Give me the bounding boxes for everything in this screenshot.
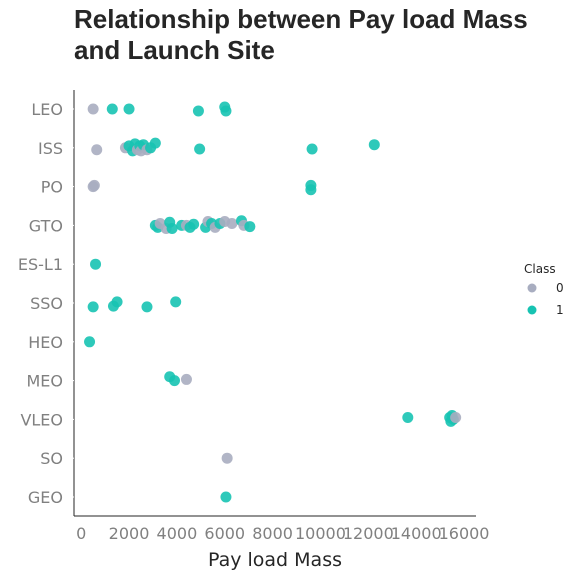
data-point-iss-18: [194, 143, 206, 155]
y-tick-label-po: PO: [41, 178, 63, 197]
data-point-gto-44: [244, 221, 256, 233]
legend-marker-class-0: [527, 283, 537, 293]
data-point-meo-53: [169, 375, 180, 387]
legend: Class 01: [524, 262, 564, 317]
data-point-leo-2: [123, 103, 135, 115]
x-tick-label-0: 0: [76, 524, 86, 543]
data-point-vleo-55: [402, 411, 414, 423]
data-point-sso-46: [87, 301, 99, 313]
data-point-vleo-60: [450, 411, 462, 423]
data-point-leo-5: [220, 105, 232, 117]
data-point-sso-48: [111, 296, 123, 308]
y-tick-label-heo: HEO: [28, 333, 63, 352]
data-point-po-24: [305, 184, 317, 196]
data-point-po-22: [88, 179, 100, 191]
data-point-geo-62: [220, 491, 232, 503]
data-point-sso-50: [170, 296, 182, 308]
x-tick-label-4000: 4000: [157, 524, 198, 543]
data-point-so-61: [221, 452, 233, 464]
y-tick-label-so: SO: [40, 449, 63, 468]
y-tick-label-es-l1: ES-L1: [18, 255, 63, 274]
y-tick-labels: LEO ISS PO GTO ES-L1 SSO HEO MEO VLEO SO GEO: [18, 100, 74, 507]
legend-label-class-0: 0: [556, 281, 564, 295]
legend-title: Class: [524, 262, 556, 276]
y-tick-label-meo: MEO: [26, 372, 63, 391]
y-tick-label-leo: LEO: [31, 100, 63, 119]
data-point-iss-6: [91, 144, 103, 156]
x-tick-label-14000: 14000: [391, 524, 442, 543]
x-tick-label-16000: 16000: [439, 524, 490, 543]
data-point-heo-51: [84, 336, 96, 348]
data-point-gto-30: [166, 223, 178, 235]
data-point-leo-3: [192, 105, 204, 117]
data-point-es-l1-45: [90, 258, 102, 270]
x-tick-label-6000: 6000: [204, 524, 245, 543]
data-point-gto-34: [188, 218, 200, 230]
y-tick-label-sso: SSO: [30, 294, 63, 313]
data-point-iss-19: [306, 143, 318, 155]
data-point-iss-20: [368, 139, 380, 151]
x-tick-label-12000: 12000: [343, 524, 394, 543]
data-point-sso-49: [141, 301, 153, 313]
x-tick-label-2000: 2000: [109, 524, 150, 543]
x-tick-label-8000: 8000: [252, 524, 293, 543]
chart-title: Relationship between Pay load Mass and L…: [74, 4, 528, 65]
data-point-meo-54: [180, 373, 192, 385]
legend-label-class-1: 1: [556, 303, 564, 317]
y-tick-label-iss: ISS: [38, 139, 63, 158]
data-point-leo-1: [106, 103, 118, 115]
data-point-gto-41: [226, 217, 238, 229]
data-points: [84, 101, 462, 503]
legend-marker-class-1: [527, 305, 537, 315]
data-point-iss-17: [149, 137, 161, 149]
y-tick-label-geo: GEO: [28, 488, 63, 507]
legend-entries: 01: [527, 281, 564, 317]
x-axis-label: Pay load Mass: [208, 549, 342, 571]
data-point-leo-0: [87, 103, 99, 115]
y-tick-label-vleo: VLEO: [20, 410, 63, 429]
x-tick-label-10000: 10000: [295, 524, 346, 543]
y-tick-label-gto: GTO: [29, 216, 63, 235]
